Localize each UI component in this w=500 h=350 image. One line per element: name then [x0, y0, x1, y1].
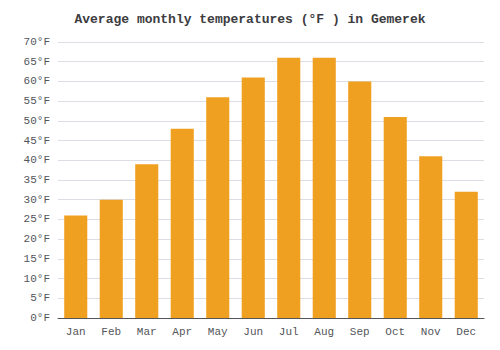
svg-text:30°F: 30°F	[24, 194, 50, 206]
svg-text:Average monthly temperatures (: Average monthly temperatures (°F ) in Ge…	[74, 12, 425, 27]
svg-text:Jun: Jun	[243, 326, 263, 338]
svg-text:35°F: 35°F	[24, 174, 50, 186]
svg-text:60°F: 60°F	[24, 75, 50, 87]
svg-text:5°F: 5°F	[30, 292, 50, 304]
svg-text:25°F: 25°F	[24, 213, 50, 225]
svg-text:Jul: Jul	[279, 326, 299, 338]
svg-text:65°F: 65°F	[24, 56, 50, 68]
svg-text:Sep: Sep	[350, 326, 370, 338]
svg-text:Nov: Nov	[421, 326, 441, 338]
svg-text:Mar: Mar	[137, 326, 157, 338]
svg-text:Oct: Oct	[385, 326, 405, 338]
svg-text:40°F: 40°F	[24, 154, 50, 166]
svg-text:10°F: 10°F	[24, 273, 50, 285]
svg-text:15°F: 15°F	[24, 253, 50, 265]
svg-text:55°F: 55°F	[24, 95, 50, 107]
svg-text:0°F: 0°F	[30, 312, 50, 324]
svg-text:Aug: Aug	[314, 326, 334, 338]
svg-text:45°F: 45°F	[24, 135, 50, 147]
svg-text:Feb: Feb	[101, 326, 121, 338]
svg-text:Jan: Jan	[66, 326, 86, 338]
svg-text:70°F: 70°F	[24, 36, 50, 48]
svg-text:Apr: Apr	[172, 326, 192, 338]
svg-text:Dec: Dec	[456, 326, 476, 338]
svg-text:May: May	[208, 326, 228, 338]
svg-text:50°F: 50°F	[24, 115, 50, 127]
svg-text:20°F: 20°F	[24, 233, 50, 245]
